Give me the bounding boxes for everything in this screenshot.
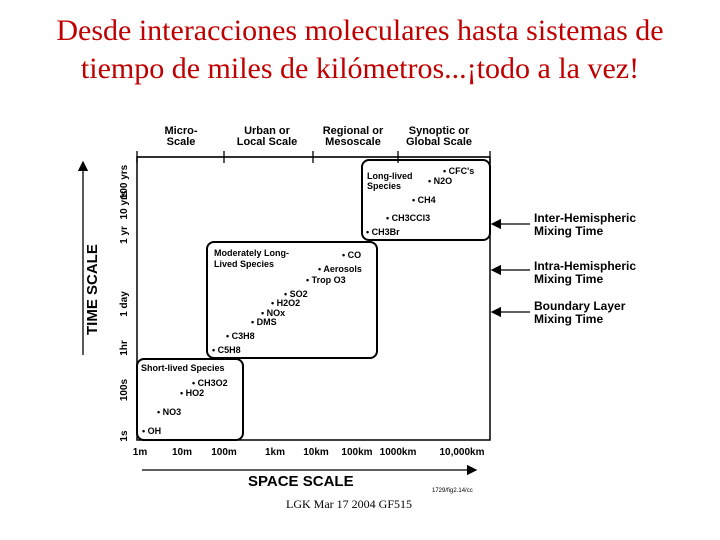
species-c3h8: • C3H8 — [226, 331, 255, 341]
species-ho2: • HO2 — [180, 388, 204, 398]
species-oh: • OH — [142, 426, 161, 436]
time-tick-1hr: 1hr — [119, 340, 130, 356]
moderate-label-1: Moderately Long- — [214, 248, 289, 258]
species-dms: • DMS — [251, 317, 277, 327]
space-axis-label: SPACE SCALE — [248, 473, 354, 490]
space-tick-1000km: 1000km — [380, 447, 417, 458]
species-ch3o2: • CH3O2 — [192, 378, 228, 388]
time-tick-1day: 1 day — [119, 291, 130, 317]
space-tick-1m: 1m — [133, 447, 148, 458]
species-nox: • NOx — [261, 308, 285, 318]
species-cfc: • CFC's — [443, 166, 474, 176]
slide-footer: LGK Mar 17 2004 GF515 — [286, 497, 412, 511]
short-lived-label: Short-lived Species — [141, 363, 225, 373]
boundary-layer-label-1: Boundary Layer — [534, 299, 626, 313]
species-c5h8: • C5H8 — [212, 345, 241, 355]
inter-hemispheric-label-2: Mixing Time — [534, 224, 603, 238]
space-tick-100km: 100km — [341, 447, 372, 458]
moderate-label-2: Lived Species — [214, 259, 274, 269]
species-no3: • NO3 — [157, 407, 181, 417]
species-so2: • SO2 — [284, 289, 308, 299]
space-tick-10m: 10m — [172, 447, 192, 458]
header-synoptic-line1: Synoptic or — [409, 125, 470, 137]
space-tick-100m: 100m — [211, 447, 237, 458]
header-synoptic-line2: Global Scale — [406, 136, 472, 148]
species-h2o2: • H2O2 — [271, 298, 300, 308]
intra-hemispheric-label-2: Mixing Time — [534, 272, 603, 286]
species-ch4: • CH4 — [412, 195, 436, 205]
space-tick-1km: 1km — [265, 447, 285, 458]
plot-frame — [136, 156, 491, 441]
intra-hemispheric-label-1: Intra-Hemispheric — [534, 259, 636, 273]
figure-reference: 1729/fig2.14/cc — [432, 488, 473, 494]
header-urban-line1: Urban or — [244, 125, 291, 137]
space-tick-10000km: 10,000km — [439, 447, 484, 458]
species-aerosols: • Aerosols — [318, 264, 362, 274]
time-tick-10yrs: 10 yrs — [119, 190, 130, 219]
time-axis-label: TIME SCALE — [84, 244, 101, 335]
species-ch3ccl3: • CH3CCl3 — [386, 213, 430, 223]
species-co: • CO — [342, 250, 361, 260]
long-lived-box — [361, 159, 491, 241]
species-ch3br: • CH3Br — [366, 227, 400, 237]
long-lived-label-2: Species — [367, 181, 401, 191]
time-tick-100s: 100s — [119, 378, 130, 401]
boundary-layer-label-2: Mixing Time — [534, 312, 603, 326]
long-lived-label-1: Long-lived — [367, 171, 413, 181]
title-line-2: tiempo de miles de kilómetros...¡todo a … — [80, 52, 640, 85]
species-trop-o3: • Trop O3 — [306, 275, 346, 285]
space-tick-10km: 10km — [303, 447, 329, 458]
moderately-long-lived-box — [206, 241, 378, 359]
header-urban-line2: Local Scale — [237, 136, 298, 148]
title-line-1: Desde interacciones moleculares hasta si… — [56, 14, 664, 47]
header-micro-line1: Micro- — [165, 125, 198, 137]
species-n2o: • N2O — [428, 176, 452, 186]
time-tick-1s: 1s — [119, 430, 130, 442]
header-regional-line1: Regional or — [323, 125, 384, 137]
slide-title: Desde interacciones moleculares hasta si… — [0, 12, 720, 88]
short-lived-box — [136, 358, 244, 441]
header-regional-line2: Mesoscale — [325, 136, 381, 148]
time-tick-100yrs: 100 yrs — [119, 164, 130, 199]
inter-hemispheric-label-1: Inter-Hemispheric — [534, 211, 636, 225]
time-tick-1yr: 1 yr — [119, 226, 130, 244]
header-micro-line2: Scale — [167, 136, 196, 148]
